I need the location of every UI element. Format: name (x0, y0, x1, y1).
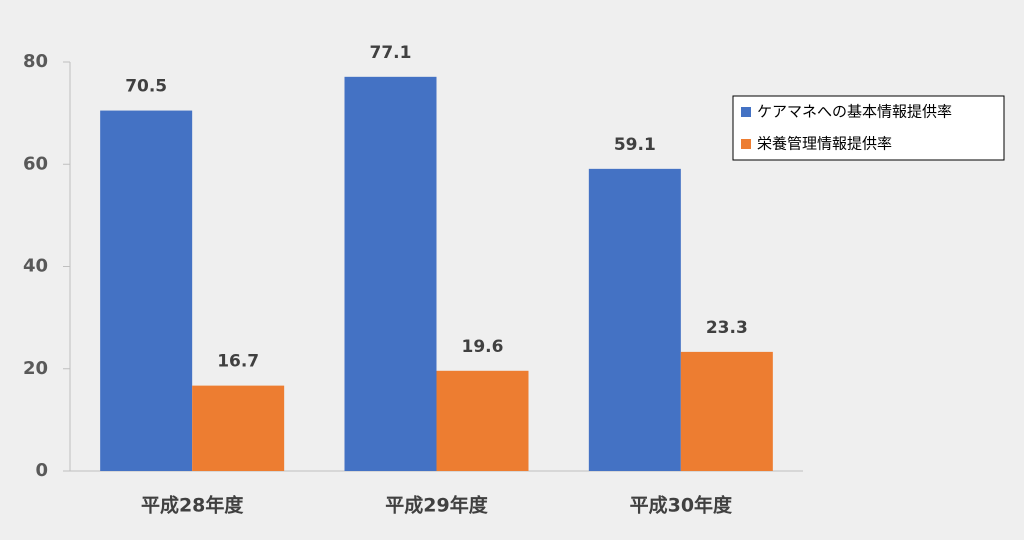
x-tick-label: 平成30年度 (630, 494, 733, 517)
bar (588, 168, 681, 471)
value-label: 70.5 (125, 77, 167, 97)
legend-label: ケアマネへの基本情報提供率 (757, 103, 952, 121)
legend-box (732, 95, 1005, 161)
x-tick-label: 平成28年度 (141, 494, 244, 517)
bar (680, 351, 773, 471)
legend-swatch (741, 107, 751, 117)
bar (100, 110, 193, 471)
value-label: 19.6 (462, 337, 504, 357)
y-tick-label: 40 (23, 256, 48, 277)
bar (436, 370, 529, 471)
value-label: 23.3 (706, 318, 748, 338)
y-tick-label: 0 (35, 460, 48, 481)
value-label: 59.1 (614, 135, 656, 155)
y-tick-label: 20 (23, 358, 48, 379)
legend-label: 栄養管理情報提供率 (757, 135, 892, 153)
bar (344, 76, 437, 472)
value-label: 77.1 (370, 43, 412, 63)
y-tick-label: 80 (23, 51, 48, 72)
value-label: 16.7 (217, 352, 259, 372)
legend-swatch (741, 139, 751, 149)
x-tick-label: 平成29年度 (385, 494, 488, 517)
y-tick-label: 60 (23, 153, 48, 174)
bar (192, 385, 285, 471)
